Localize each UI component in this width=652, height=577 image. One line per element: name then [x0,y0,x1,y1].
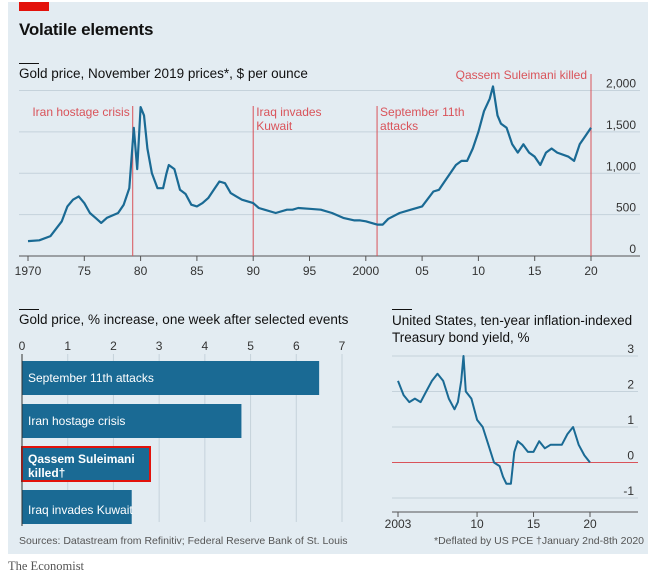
event-label: Qassem Suleimani killed [456,68,587,82]
y-tick-label: 1,000 [606,159,636,173]
page-title: Volatile elements [19,20,154,39]
x-tick-label: 15 [527,517,541,531]
x-tick-label: 75 [78,264,92,278]
subtitle-rule [392,309,412,310]
bar-label: Iraq invades Kuwait [28,503,133,517]
top-chart-title: Gold price, November 2019 prices*, $ per… [19,66,308,81]
event-label: Kuwait [256,119,293,133]
y-tick-label: 2 [627,378,634,392]
sources-note: Sources: Datastream from Refinitiv; Fede… [19,535,348,547]
x-tick-label: 90 [247,264,261,278]
event-label: Iraq invades [256,105,321,119]
bar [22,361,320,395]
x-tick-label: 1970 [15,264,42,278]
event-label: Iran hostage crisis [32,105,129,119]
bond-yield-line [397,355,591,485]
y-tick-label: -1 [623,484,634,498]
x-tick-label: 20 [584,264,598,278]
y-tick-label: 0 [627,449,634,463]
y-tick-label: 2,000 [606,77,636,91]
x-tick-label: 2 [110,339,117,353]
bar [22,490,132,524]
x-tick-label: 20 [583,517,597,531]
yield-chart-title: United States, ten-year inflation-indexe… [392,313,633,345]
x-tick-label: 10 [470,517,484,531]
y-tick-label: 0 [629,242,636,256]
x-tick-label: 85 [190,264,204,278]
x-tick-label: 2000 [352,264,379,278]
bar [22,404,242,438]
footnote-dates: †January 2nd-8th 2020 [536,535,644,547]
x-tick-label: 3 [156,339,163,353]
x-tick-label: 2003 [385,517,412,531]
x-tick-label: 0 [19,339,26,353]
brand-red-tag [19,2,49,11]
bar-label: September 11th attacks [28,371,154,385]
subtitle-rule [19,63,39,64]
subtitle-rule [19,309,39,310]
footnote-deflated: *Deflated by US PCE [434,535,534,547]
bar-label: Iran hostage crisis [28,414,126,428]
x-tick-label: 10 [472,264,486,278]
y-tick-label: 500 [616,201,636,215]
x-tick-label: 05 [415,264,429,278]
x-tick-label: 5 [247,339,254,353]
bar-label-highlight: Qassem Suleimani killed† [28,452,135,480]
y-tick-label: 1,500 [606,118,636,132]
x-tick-label: 7 [339,339,346,353]
y-tick-label: 1 [627,413,634,427]
x-tick-label: 95 [303,264,317,278]
x-tick-label: 15 [528,264,542,278]
bar-chart-title: Gold price, % increase, one week after s… [19,312,349,327]
x-tick-label: 6 [293,339,300,353]
x-tick-label: 4 [202,339,209,353]
x-tick-label: 80 [134,264,148,278]
gold-price-line [27,85,592,243]
x-tick-label: 1 [64,339,71,353]
event-label: attacks [380,119,418,133]
brand-logo-text: The Economist [8,559,85,573]
bar [21,446,151,482]
event-label: September 11th [380,105,465,119]
y-tick-label: 3 [627,342,634,356]
